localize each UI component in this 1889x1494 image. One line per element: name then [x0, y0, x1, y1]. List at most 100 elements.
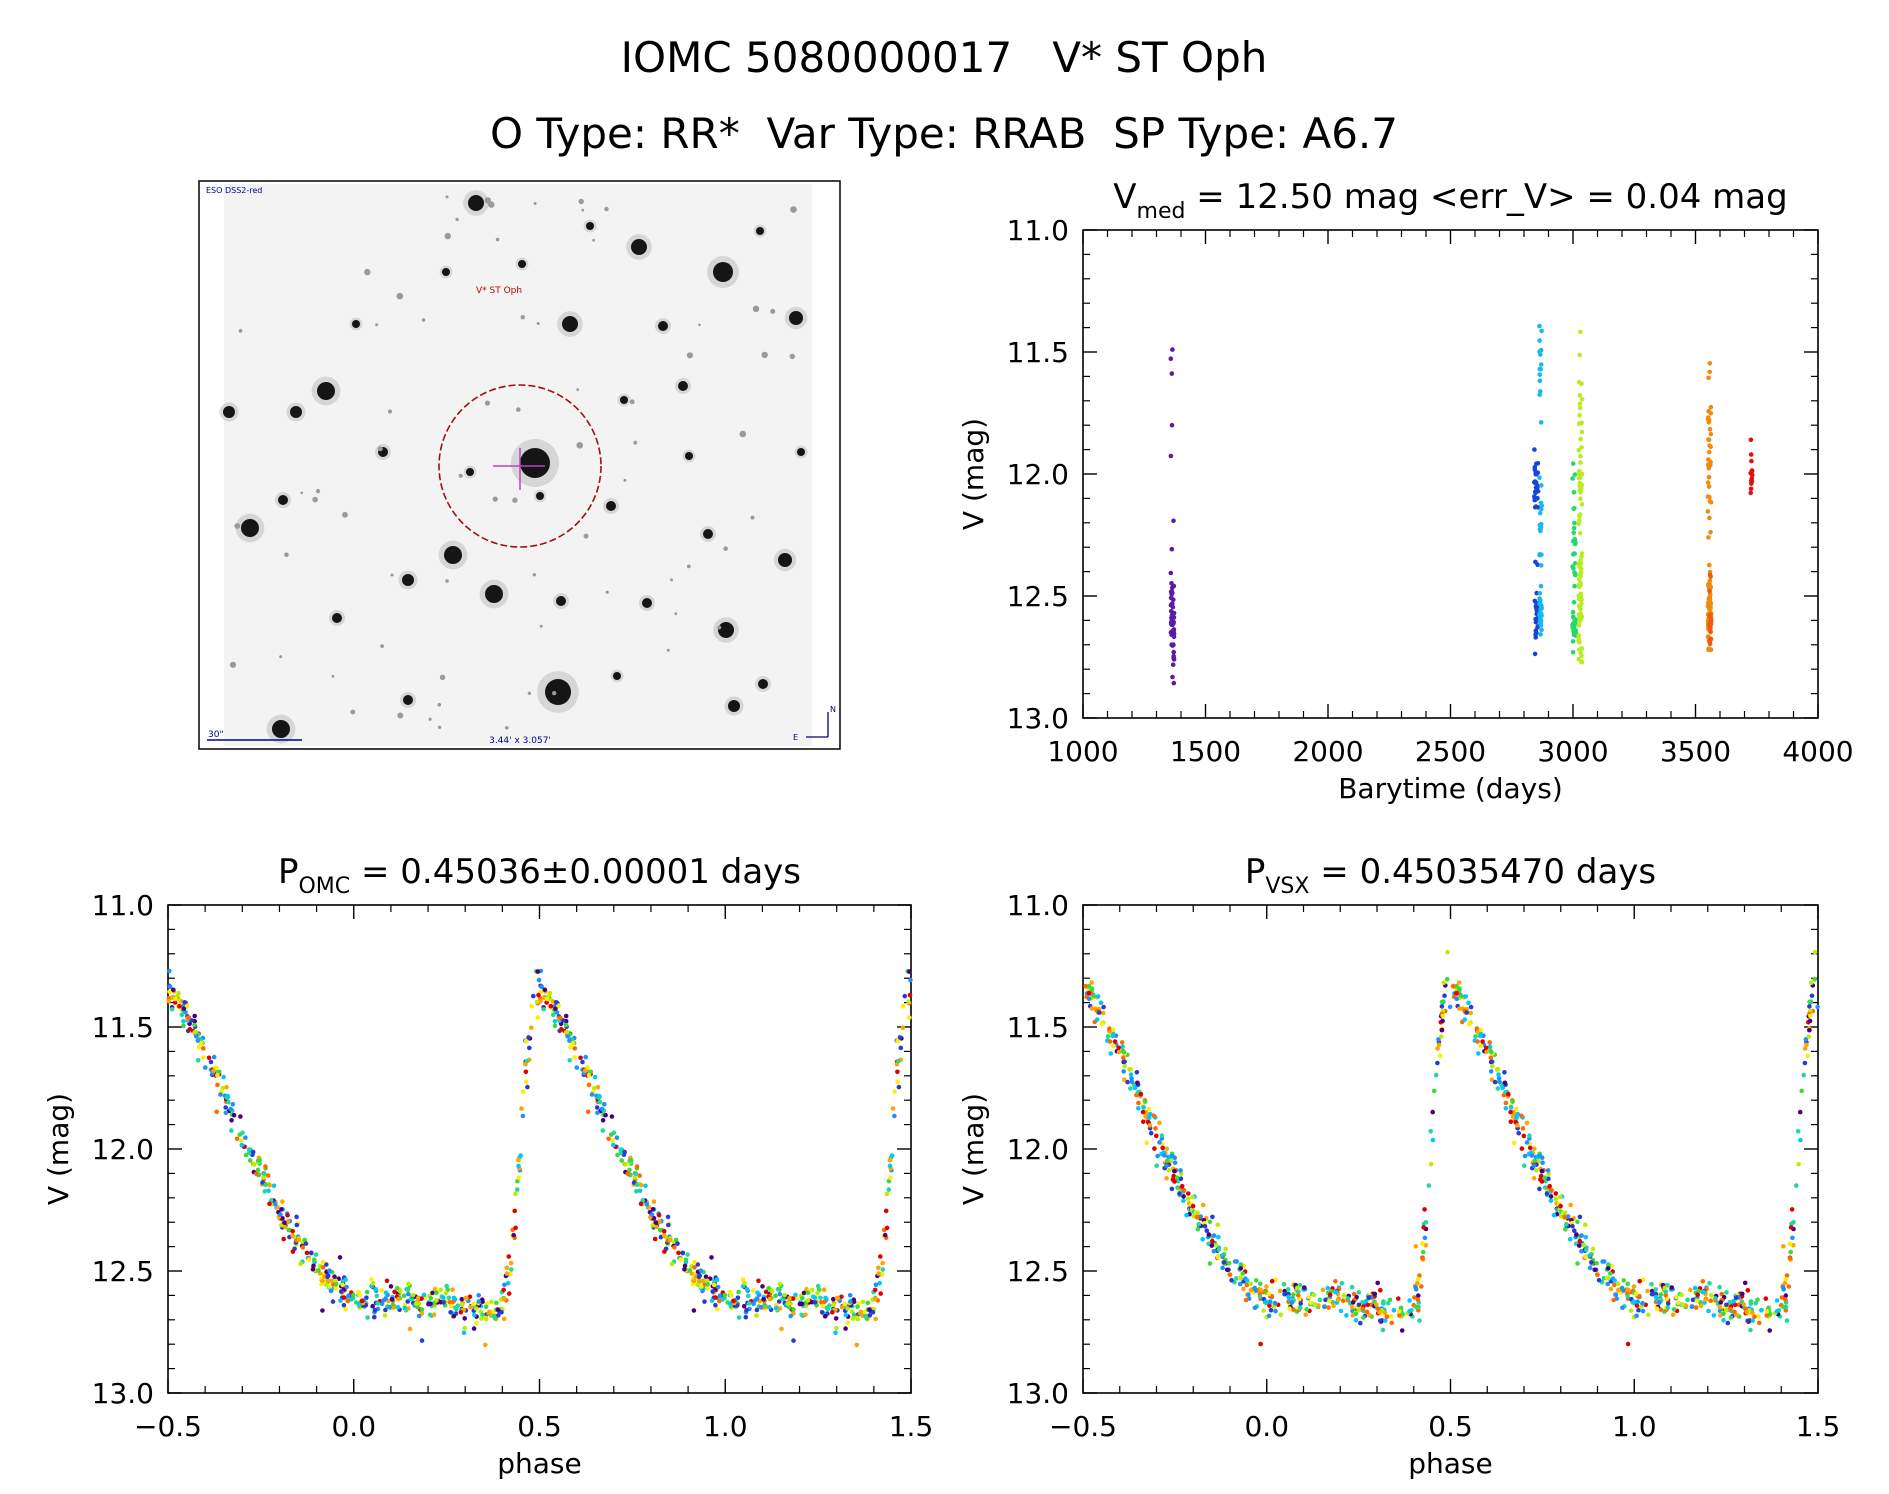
phase-point [357, 1304, 362, 1309]
faint-star [488, 201, 495, 208]
phase-point [255, 1167, 261, 1173]
phase-point [1579, 1249, 1584, 1254]
phase-point [1266, 1291, 1272, 1297]
phase-point [359, 1298, 365, 1304]
phase-point [1213, 1243, 1219, 1248]
faint-star [284, 552, 289, 558]
phase-point [243, 1152, 249, 1158]
phase-point [1164, 1163, 1169, 1169]
phase-point [754, 1307, 760, 1313]
phase-point [1727, 1299, 1733, 1305]
phase-point [1613, 1292, 1619, 1297]
phase-point [650, 1207, 656, 1212]
phase-point [1545, 1168, 1551, 1173]
phase-point [1478, 1027, 1484, 1033]
phase-point [1680, 1302, 1685, 1307]
faint-star [390, 573, 394, 577]
phase-point [1577, 1243, 1582, 1248]
phase-point [320, 1259, 326, 1265]
phase-point [394, 1285, 400, 1291]
light-curve-point [1748, 437, 1754, 443]
phase-point [343, 1277, 348, 1282]
light-curve-point [1170, 347, 1175, 352]
y-tick-label: 11.0 [1007, 889, 1069, 922]
phase-point [854, 1342, 860, 1348]
phase-point [1711, 1313, 1717, 1318]
phase-point [692, 1259, 697, 1265]
phase-point [1089, 1006, 1095, 1011]
phase-point [582, 1068, 588, 1074]
phase-point [1539, 1168, 1545, 1174]
phase-point [682, 1263, 688, 1269]
phase-point [265, 1173, 271, 1178]
compass-east-label: E [793, 733, 798, 742]
phase-point [1767, 1328, 1772, 1333]
phase-point [1468, 1004, 1474, 1010]
faint-star [533, 202, 537, 205]
phase-point [266, 1188, 271, 1194]
light-curve-point [1706, 596, 1712, 601]
phase-point [1089, 980, 1094, 985]
phase-point [1696, 1288, 1701, 1294]
phase-point [700, 1288, 705, 1294]
faint-star [312, 496, 318, 503]
phase-point [1695, 1292, 1700, 1297]
phase-point [1367, 1312, 1372, 1318]
phase-point [1397, 1309, 1402, 1314]
phase-point [1503, 1106, 1509, 1111]
phase-point [803, 1312, 808, 1317]
phase-point [527, 1045, 532, 1051]
light-curve-point [1539, 503, 1545, 509]
phase-point [1583, 1247, 1589, 1253]
field-star [685, 452, 693, 460]
phase-point [177, 1003, 182, 1009]
light-curve-point [1537, 378, 1543, 384]
light-curve-point [1576, 584, 1582, 590]
phase-point [1640, 1308, 1646, 1314]
phase-point [431, 1312, 437, 1317]
faint-star [331, 674, 335, 678]
phase-point [181, 1006, 187, 1012]
phase-point [1732, 1309, 1737, 1315]
phase-point [1252, 1305, 1258, 1311]
phase-point [434, 1298, 439, 1303]
light-curve-point [1707, 515, 1712, 521]
light-curve-point [1706, 408, 1711, 414]
phase-point [257, 1157, 263, 1163]
light-curve-point [1749, 468, 1755, 474]
phase-point [1422, 1235, 1428, 1241]
phase-point [300, 1245, 306, 1250]
light-curve-point [1532, 651, 1538, 657]
phase-point [713, 1302, 718, 1308]
phase-point [1807, 1004, 1812, 1009]
phase-point [1565, 1214, 1571, 1219]
phase-point [1202, 1223, 1208, 1229]
light-curve-point [1538, 619, 1544, 624]
phase-point [1333, 1289, 1338, 1295]
light-curve-point [1169, 588, 1174, 594]
phase-point [1091, 993, 1097, 999]
y-tick-label: 12.0 [92, 1133, 154, 1166]
phase-point [1508, 1109, 1513, 1115]
phase-point [884, 1225, 890, 1231]
phase-point [1781, 1244, 1786, 1249]
phase-point [1631, 1299, 1636, 1305]
phase-point [370, 1280, 376, 1286]
phase-point [1698, 1303, 1704, 1309]
phase-point [1143, 1114, 1148, 1119]
phase-point [1568, 1202, 1573, 1208]
phase-point [451, 1313, 457, 1319]
phase-point [831, 1296, 836, 1302]
phase-point [253, 1171, 259, 1176]
phase-point [1519, 1146, 1525, 1151]
phase-point [471, 1326, 477, 1331]
phase-point [1184, 1212, 1189, 1218]
phase-point [1356, 1308, 1362, 1313]
phase-point [1521, 1133, 1527, 1139]
phase-point [1658, 1292, 1664, 1297]
phase-point [1190, 1194, 1195, 1200]
phase-point [1349, 1304, 1355, 1310]
phase-point [476, 1293, 482, 1298]
phase-point [1799, 1088, 1804, 1094]
phase-point [1200, 1237, 1205, 1242]
